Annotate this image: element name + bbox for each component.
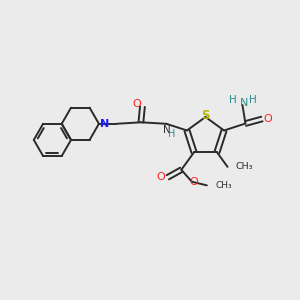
Text: N: N — [100, 119, 110, 129]
Text: CH₃: CH₃ — [236, 162, 254, 171]
Text: N: N — [240, 98, 248, 108]
Text: O: O — [263, 114, 272, 124]
Text: H: H — [168, 129, 176, 139]
Text: O: O — [133, 99, 141, 109]
Text: H: H — [249, 94, 257, 104]
Text: S: S — [201, 109, 210, 122]
Text: H: H — [229, 94, 237, 104]
Text: O: O — [189, 177, 198, 187]
Text: O: O — [157, 172, 166, 182]
Text: N: N — [163, 125, 170, 135]
Text: CH₃: CH₃ — [215, 181, 232, 190]
